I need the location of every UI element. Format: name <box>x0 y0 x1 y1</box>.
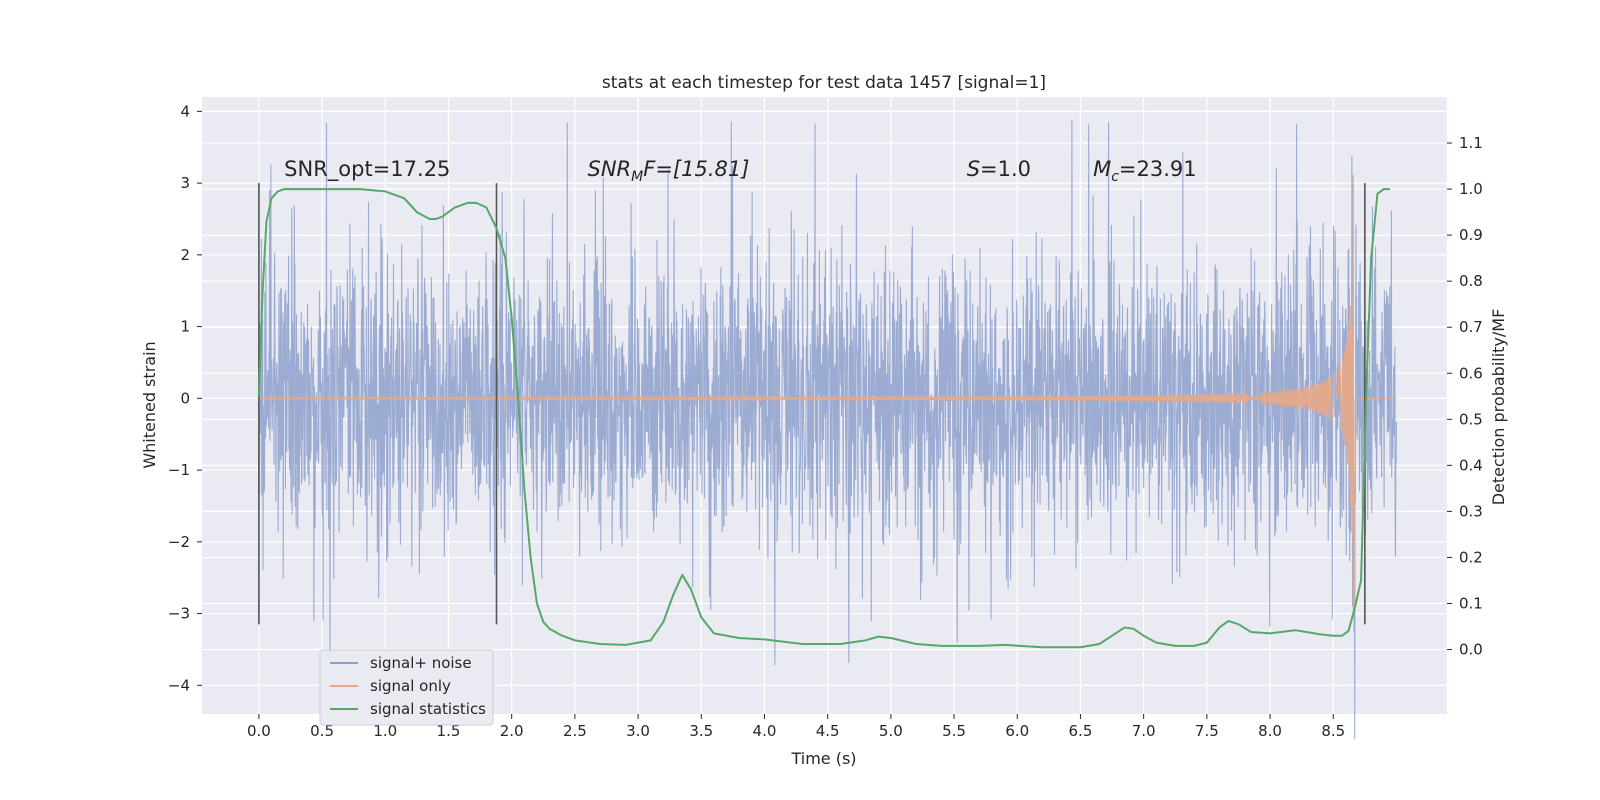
chart-title: stats at each timestep for test data 145… <box>602 73 1046 93</box>
x-tick-label: 8.5 <box>1321 722 1345 740</box>
y2-axis-label: Detection probability/MF <box>1489 309 1508 506</box>
annotation-mc: Mc=23.91 <box>1093 157 1197 185</box>
y2-tick-label: 0.2 <box>1459 548 1483 566</box>
y2-tick-label: 0.4 <box>1459 456 1483 474</box>
legend-box <box>319 649 494 726</box>
y2-tick-label: 0.3 <box>1459 502 1483 520</box>
annotation-snr-mf-value: F=[15.81] <box>643 157 749 181</box>
x-tick-label: 7.5 <box>1195 722 1219 740</box>
y2-tick-label: 1.0 <box>1459 180 1483 198</box>
x-tick-label: 8.0 <box>1258 722 1282 740</box>
y-tick-label: 0 <box>180 389 190 407</box>
x-tick-label: 2.5 <box>563 722 587 740</box>
y2-tick-label: 0.5 <box>1459 410 1483 428</box>
x-tick-label: 1.5 <box>437 722 461 740</box>
marker-lines <box>258 183 1366 625</box>
axis-ticks: 0.0 0.5 1.0 1.5 2.0 2.5 3.0 3.5 4.0 4.5 5.0 5.5 6.0 6… <box>168 102 1483 740</box>
signal-noise-line <box>258 120 1397 740</box>
y2-tick-label: 0.9 <box>1459 226 1483 244</box>
x-tick-label: 7.0 <box>1132 722 1156 740</box>
y-tick-label: 2 <box>180 246 190 264</box>
y2-tick-label: 0.6 <box>1459 364 1483 382</box>
x-tick-label: 1.0 <box>373 722 397 740</box>
series-signal-noise <box>258 120 1397 740</box>
x-tick-label: 5.5 <box>942 722 966 740</box>
legend-label-noise: signal+ noise <box>370 654 472 672</box>
y-tick-label: −2 <box>168 533 190 551</box>
y-tick-label: −1 <box>168 461 190 479</box>
legend-label-stats: signal statistics <box>370 700 486 718</box>
x-axis-label: Time (s) <box>790 749 856 768</box>
legend-label-signal: signal only <box>370 677 451 695</box>
y2-tick-label: 0.7 <box>1459 318 1483 336</box>
signal-statistics-line <box>257 188 1391 649</box>
series-signal-statistics <box>257 188 1391 649</box>
x-tick-label: 2.0 <box>500 722 524 740</box>
y-tick-label: −4 <box>168 676 190 694</box>
x-tick-label: 0.0 <box>247 722 271 740</box>
x-tick-label: 3.5 <box>689 722 713 740</box>
x-tick-label: 0.5 <box>310 722 334 740</box>
y-tick-label: −3 <box>168 605 190 623</box>
x-tick-label: 4.0 <box>753 722 777 740</box>
annotation-s-symbol: S <box>967 157 980 181</box>
x-tick-label: 5.0 <box>879 722 903 740</box>
y-tick-label: 4 <box>180 102 190 120</box>
x-tick-label: 4.5 <box>816 722 840 740</box>
y2-tick-label: 0.0 <box>1459 641 1483 659</box>
x-tick-label: 6.5 <box>1069 722 1093 740</box>
y2-tick-label: 1.1 <box>1459 134 1483 152</box>
x-tick-label: 3.0 <box>626 722 650 740</box>
annotation-s: S=1.0 <box>967 157 1031 181</box>
annotation-snr-mf-symbol: SNR <box>588 157 632 181</box>
annotation-snr-mf: SNRMF=[15.81] <box>588 157 750 185</box>
annotation-mc-symbol: M <box>1093 157 1111 181</box>
x-tick-label: 6.0 <box>1005 722 1029 740</box>
y-axis-label: Whitened strain <box>140 341 159 468</box>
annotation-s-value: =1.0 <box>980 157 1031 181</box>
series-signal-only <box>258 175 1397 613</box>
signal-only-line <box>258 175 1397 613</box>
annotation-snr-opt: SNR_opt=17.25 <box>284 157 450 182</box>
y-tick-label: 3 <box>180 174 190 192</box>
y-tick-label: 1 <box>180 318 190 336</box>
annotation-snr-mf-subscript: M <box>631 169 643 185</box>
legend: signal+ noise signal only signal statist… <box>319 649 494 726</box>
annotation-mc-subscript: c <box>1111 169 1119 185</box>
y2-tick-label: 0.1 <box>1459 594 1483 612</box>
y2-tick-label: 0.8 <box>1459 272 1483 290</box>
annotations: SNR_opt=17.25 SNRMF=[15.81] S=1.0 Mc=23.… <box>284 157 1196 185</box>
annotation-mc-value: =23.91 <box>1119 157 1197 181</box>
